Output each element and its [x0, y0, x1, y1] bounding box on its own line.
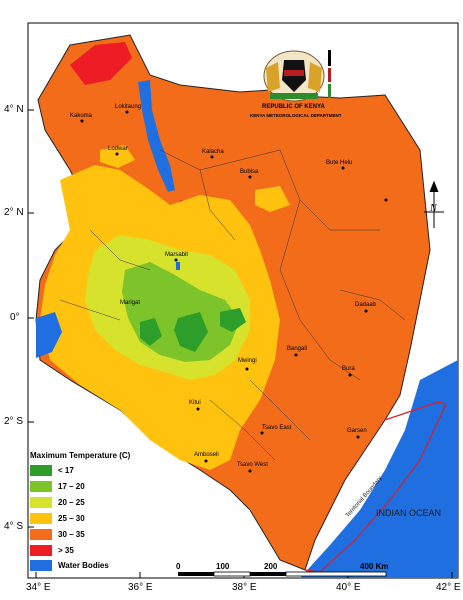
town-amboseli: Amboseli: [194, 452, 219, 458]
scale-label-200: 200: [264, 562, 278, 571]
town-marsabit: Marsabit: [165, 252, 189, 258]
town-bangali: Bangali: [287, 346, 308, 352]
lat-label-0: 0°: [10, 312, 20, 323]
zone-lt17-aberdares: [174, 312, 208, 352]
kenya-flag-stripes: [328, 50, 331, 98]
territorial-boundary-line: [304, 401, 447, 573]
legend-item: 20 – 25: [30, 496, 85, 508]
legend-swatch: [30, 464, 52, 476]
town-mwingi: Mwingi: [238, 358, 257, 364]
legend-swatch: [30, 544, 52, 556]
north-symbol: N: [430, 203, 437, 214]
town-markers: [80, 110, 388, 473]
emblem-title: REPUBLIC OF KENYA: [262, 104, 325, 110]
lon-label-42e: 42° E: [436, 582, 461, 593]
town-dadaab: Dadaab: [355, 302, 377, 308]
lake-turkana: [138, 80, 175, 192]
legend-label: 25 – 30: [58, 513, 85, 523]
town-kalacha: Kalacha: [202, 149, 224, 155]
lon-label-36e: 36° E: [128, 582, 153, 593]
town-garsen: Garsen: [347, 428, 367, 434]
legend-swatch: [30, 528, 52, 540]
legend-swatch: [30, 512, 52, 524]
lon-label-40e: 40° E: [336, 582, 361, 593]
lat-label-4n: 4° N: [4, 104, 24, 115]
legend-label: < 17: [58, 465, 74, 475]
legend-label: 30 – 35: [58, 529, 85, 539]
zone-25-30-north: [100, 145, 135, 168]
legend-water-swatch: [30, 559, 52, 571]
scale-bar: [178, 571, 387, 577]
emblem-subtitle: KENYA METEOROLOGICAL DEPARTMENT: [250, 113, 342, 118]
north-arrow-icon: [424, 180, 444, 228]
lat-label-2n: 2° N: [4, 207, 24, 218]
zone-25-30-east: [255, 186, 290, 212]
town-lodwar: Lodwar: [108, 146, 128, 152]
legend-swatch: [30, 480, 52, 492]
legend-water: Water Bodies: [30, 559, 109, 571]
legend-item: < 17: [30, 464, 74, 476]
town-lokitaung: Lokitaung: [115, 104, 142, 110]
legend-label: > 35: [58, 545, 74, 555]
legend-item: > 35: [30, 544, 74, 556]
legend-item: 30 – 35: [30, 528, 85, 540]
scale-label-400: 400 Km: [360, 562, 389, 571]
indian-ocean: [300, 360, 458, 578]
scale-label-0: 0: [176, 562, 181, 571]
legend-label: 20 – 25: [58, 497, 85, 507]
legend-label: 17 – 20: [58, 481, 85, 491]
scale-label-100: 100: [216, 562, 230, 571]
zone-lt17-mtkenya: [220, 308, 246, 332]
town-kakuma: Kakuma: [70, 113, 93, 119]
town-bura: Bura: [342, 366, 355, 372]
town-tsavo-west: Tsavo West: [237, 462, 268, 468]
lon-label-38e: 38° E: [232, 582, 257, 593]
zone-lt17-mau: [140, 318, 162, 346]
town-kitui: Kitui: [189, 400, 201, 406]
lat-label-2s: 2° S: [4, 416, 24, 427]
legend-water-label: Water Bodies: [58, 560, 109, 570]
legend-title: Maximum Temperature (C): [30, 451, 131, 460]
town-tsavo-east: Tsavo East: [262, 425, 292, 431]
lake-baringo: [176, 262, 180, 270]
legend-swatch: [30, 496, 52, 508]
ocean-label: INDIAN OCEAN: [376, 508, 442, 518]
lat-label-4s: 4° S: [4, 521, 24, 532]
legend-item: 25 – 30: [30, 512, 85, 524]
kenya-coat-of-arms-icon: [263, 50, 325, 102]
town-marigat: Marigat: [120, 300, 141, 306]
legend-item: 17 – 20: [30, 480, 85, 492]
zone-gt35-northwest: [70, 42, 132, 85]
county-boundaries: [59, 149, 406, 461]
town-bubisa: Bubisa: [240, 169, 259, 175]
lake-victoria: [36, 312, 62, 358]
lon-label-34e: 34° E: [26, 582, 51, 593]
town-bute-helu: Bute Helu: [326, 160, 353, 166]
